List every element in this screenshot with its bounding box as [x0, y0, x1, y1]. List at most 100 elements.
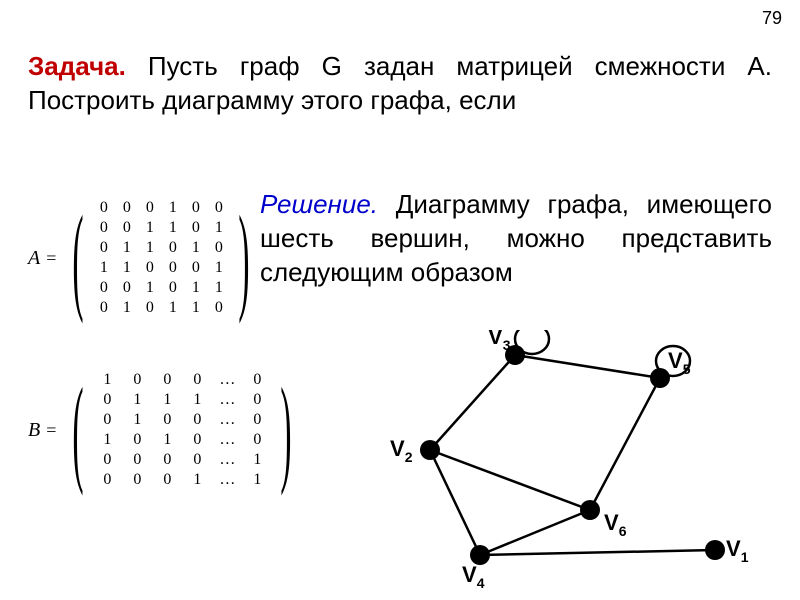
matrix-cell: 0 [248, 410, 266, 430]
matrix-cell: … [218, 370, 236, 390]
solution-text: Решение. Диаграмму графа, имеющего шесть… [260, 188, 772, 289]
matrix-cell: 1 [213, 258, 224, 278]
matrix-cell: 1 [98, 258, 109, 278]
graph-node [705, 540, 725, 560]
matrix-cell: 0 [213, 198, 224, 218]
matrix-cell: 0 [98, 470, 116, 490]
matrix-cell: … [218, 470, 236, 490]
problem-body: Пусть граф G задан матрицей смежности А.… [28, 51, 772, 115]
matrix-cell: 1 [167, 198, 178, 218]
problem-label: Задача. [28, 51, 126, 81]
matrix-cell: 0 [248, 430, 266, 450]
matrix-cell: 0 [98, 390, 116, 410]
matrix-cell: 0 [121, 198, 132, 218]
matrix-cell: 1 [248, 470, 266, 490]
matrix-cell: 1 [213, 218, 224, 238]
page-number: 79 [762, 8, 782, 29]
graph-edge [480, 510, 590, 555]
graph-edge [590, 378, 660, 510]
matrix-a-lparen: ( [73, 210, 84, 306]
matrix-cell: 0 [98, 238, 109, 258]
matrix-cell: 0 [98, 298, 109, 318]
matrix-row: 0000…1 [98, 450, 266, 470]
matrix-cell: 0 [188, 430, 206, 450]
matrix-b: B = ( 1000…00111…00100…01010…00000…10001… [28, 370, 306, 490]
matrix-cell: 1 [128, 390, 146, 410]
matrix-cell: 1 [144, 278, 155, 298]
matrix-cell: 1 [121, 258, 132, 278]
matrix-row: 011010 [98, 238, 224, 258]
matrix-cell: 0 [188, 450, 206, 470]
matrix-cell: 1 [98, 430, 116, 450]
graph-node [580, 500, 600, 520]
matrix-cell: 0 [213, 298, 224, 318]
matrix-cell: 0 [188, 370, 206, 390]
matrix-cell: 1 [213, 278, 224, 298]
graph-node-label: V6 [604, 510, 627, 539]
matrix-cell: 0 [98, 198, 109, 218]
matrix-cell: 0 [167, 238, 178, 258]
matrix-cell: 0 [167, 258, 178, 278]
matrix-cell: 0 [98, 218, 109, 238]
matrix-row: 0100…0 [98, 410, 266, 430]
matrix-cell: 0 [190, 218, 201, 238]
graph-node-label: V3 [488, 330, 511, 353]
matrix-row: 001011 [98, 278, 224, 298]
matrix-cell: 0 [248, 390, 266, 410]
matrix-cell: 0 [158, 370, 176, 390]
graph-node-label: V1 [726, 536, 749, 565]
matrix-b-lparen: ( [73, 382, 84, 478]
matrix-cell: 1 [121, 298, 132, 318]
matrix-cell: 1 [121, 238, 132, 258]
graph-node-label: V2 [390, 436, 413, 465]
graph-edge [515, 355, 660, 378]
matrix-cell: 0 [188, 410, 206, 430]
matrix-cell: 0 [144, 298, 155, 318]
graph-node [650, 368, 670, 388]
graph-node [420, 440, 440, 460]
matrix-cell: 0 [144, 198, 155, 218]
matrix-row: 1010…0 [98, 430, 266, 450]
problem-text: Задача. Пусть граф G задан матрицей смеж… [28, 50, 772, 118]
graph-diagram: V1V2V3V4V5V6 [370, 330, 780, 600]
matrix-cell: 1 [167, 218, 178, 238]
graph-node-label: V4 [462, 562, 485, 591]
matrix-a-name: A [28, 247, 40, 270]
matrix-cell: 0 [128, 450, 146, 470]
graph-edge [480, 550, 715, 555]
matrix-cell: … [218, 430, 236, 450]
matrix-cell: … [218, 450, 236, 470]
matrix-cell: 1 [144, 238, 155, 258]
matrix-cell: 0 [158, 410, 176, 430]
matrix-row: 0111…0 [98, 390, 266, 410]
matrix-b-rparen: ) [281, 382, 292, 478]
matrix-cell: 1 [167, 298, 178, 318]
matrix-cell: 0 [98, 450, 116, 470]
matrix-cell: 0 [158, 450, 176, 470]
matrix-cell: 1 [190, 278, 201, 298]
matrix-cell: 1 [158, 430, 176, 450]
matrix-cell: 1 [188, 470, 206, 490]
matrix-cell: 0 [128, 470, 146, 490]
matrix-cell: 0 [167, 278, 178, 298]
matrix-cell: 0 [128, 370, 146, 390]
matrix-cell: 0 [190, 198, 201, 218]
matrix-cell: 0 [213, 238, 224, 258]
matrix-cell: 0 [248, 370, 266, 390]
matrix-cell: 1 [188, 390, 206, 410]
matrix-cell: 0 [158, 470, 176, 490]
matrix-cell: 1 [98, 370, 116, 390]
matrix-row: 0001…1 [98, 470, 266, 490]
matrix-cell: 0 [98, 410, 116, 430]
matrix-b-eq: = [46, 420, 56, 441]
graph-edge [430, 355, 515, 450]
matrix-row: 110001 [98, 258, 224, 278]
matrix-a-eq: = [46, 248, 56, 269]
matrix-cell: 0 [128, 430, 146, 450]
matrix-cell: 0 [121, 278, 132, 298]
matrix-cell: 1 [144, 218, 155, 238]
matrix-cell: … [218, 410, 236, 430]
matrix-row: 000100 [98, 198, 224, 218]
matrix-a: A = ( 0001000011010110101100010010110101… [28, 198, 264, 318]
matrix-cell: 1 [158, 390, 176, 410]
